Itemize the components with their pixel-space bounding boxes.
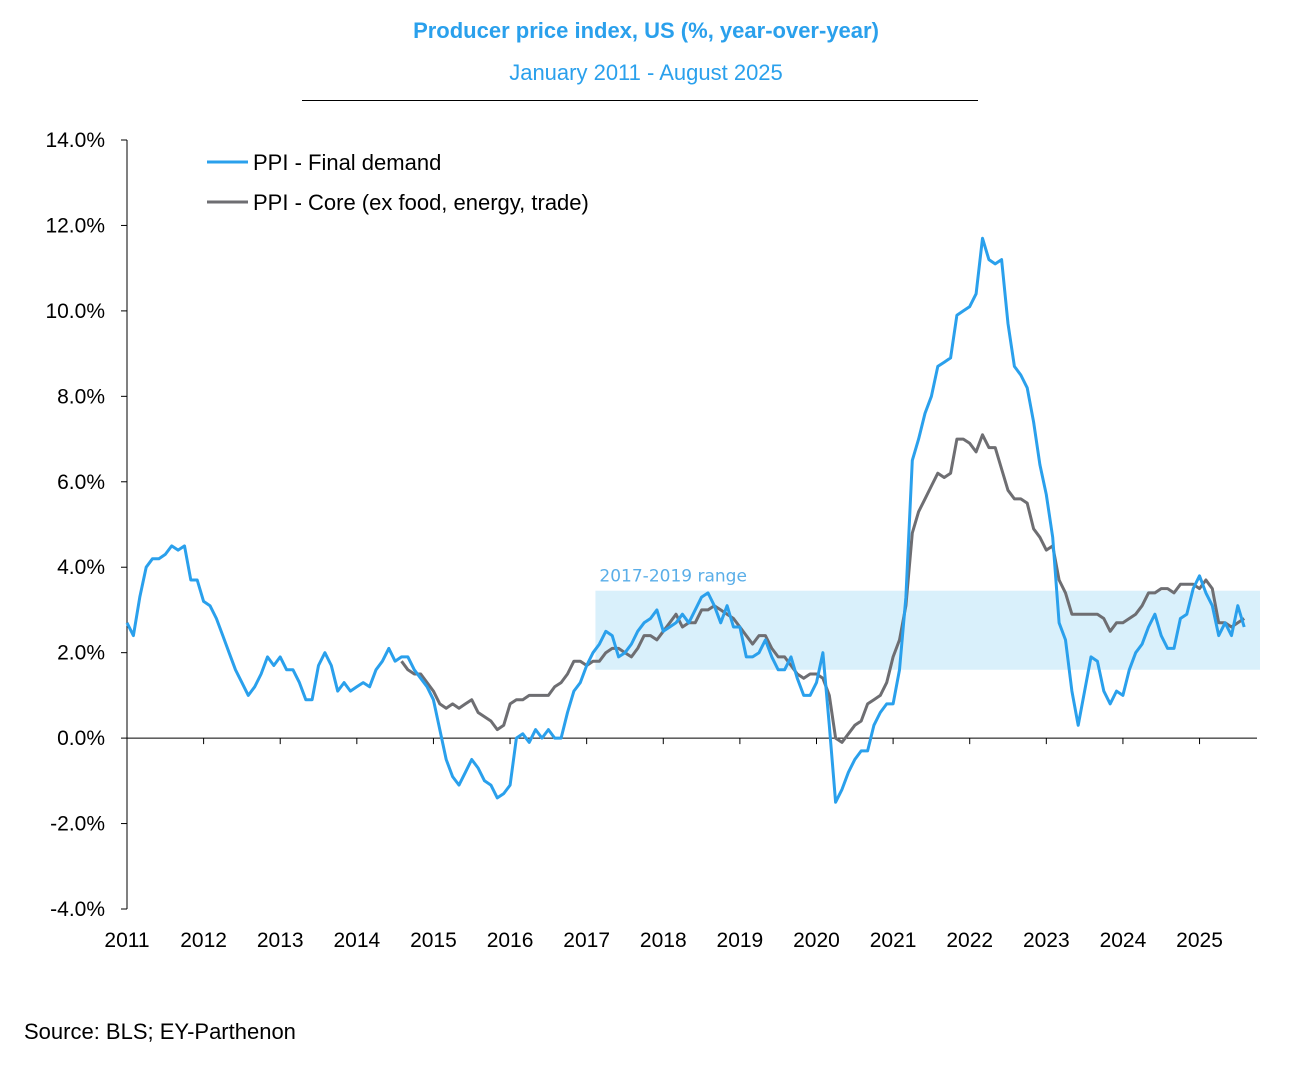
range-band xyxy=(595,590,1260,670)
x-tick-label: 2024 xyxy=(1100,929,1147,952)
x-tick-label: 2017 xyxy=(563,929,610,952)
y-tick-label: -4.0% xyxy=(50,898,105,921)
axes-layer: 14.0% 12.0% 10.0% 8.0% 6.0% 4.0% 2.0% 0.0% -2.0%… xyxy=(45,129,1257,952)
range-band-layer: 2017-2019 range xyxy=(595,567,1260,670)
series-line-final-demand xyxy=(125,236,1246,804)
x-tick-label: 2021 xyxy=(870,929,917,952)
y-tick-label: 6.0% xyxy=(57,471,105,494)
y-tick-label: 2.0% xyxy=(57,642,105,665)
x-tick-label: 2015 xyxy=(410,929,457,952)
y-tick-label: 4.0% xyxy=(57,556,105,579)
chart-title: Producer price index, US (%, year-over-y… xyxy=(413,18,879,43)
x-tick-label: 2013 xyxy=(257,929,304,952)
y-tick-label: 12.0% xyxy=(45,214,105,237)
source-note: Source: BLS; EY-Parthenon xyxy=(24,1019,296,1044)
x-tick-label: 2025 xyxy=(1176,929,1223,952)
y-tick-label: 0.0% xyxy=(57,727,105,750)
series-layer xyxy=(125,236,1246,804)
x-tick-label: 2022 xyxy=(946,929,993,952)
y-tick-label: 10.0% xyxy=(45,300,105,323)
ppi-line-chart: 2017-2019 range 14.0% 12.0% 10.0% 8.0% 6.0% 4… xyxy=(45,129,1260,952)
x-tick-label: 2018 xyxy=(640,929,687,952)
y-tick-label: 14.0% xyxy=(45,129,105,152)
series-line-core xyxy=(400,433,1246,744)
x-tick-label: 2014 xyxy=(333,929,380,952)
range-band-label: 2017-2019 range xyxy=(599,567,747,587)
legend-label: PPI - Core (ex food, energy, trade) xyxy=(253,190,589,215)
x-tick-label: 2023 xyxy=(1023,929,1070,952)
x-tick-label: 2020 xyxy=(793,929,840,952)
y-tick-label: 8.0% xyxy=(57,385,105,408)
chart-subtitle: January 2011 - August 2025 xyxy=(509,60,783,85)
x-tick-label: 2012 xyxy=(180,929,227,952)
title-rule xyxy=(302,100,978,101)
x-tick-label: 2011 xyxy=(104,929,149,952)
x-tick-label: 2019 xyxy=(717,929,764,952)
y-tick-label: -2.0% xyxy=(50,813,105,836)
legend-label: PPI - Final demand xyxy=(253,150,441,175)
legend: PPI - Final demand PPI - Core (ex food, e… xyxy=(207,150,589,215)
x-tick-label: 2016 xyxy=(487,929,534,952)
